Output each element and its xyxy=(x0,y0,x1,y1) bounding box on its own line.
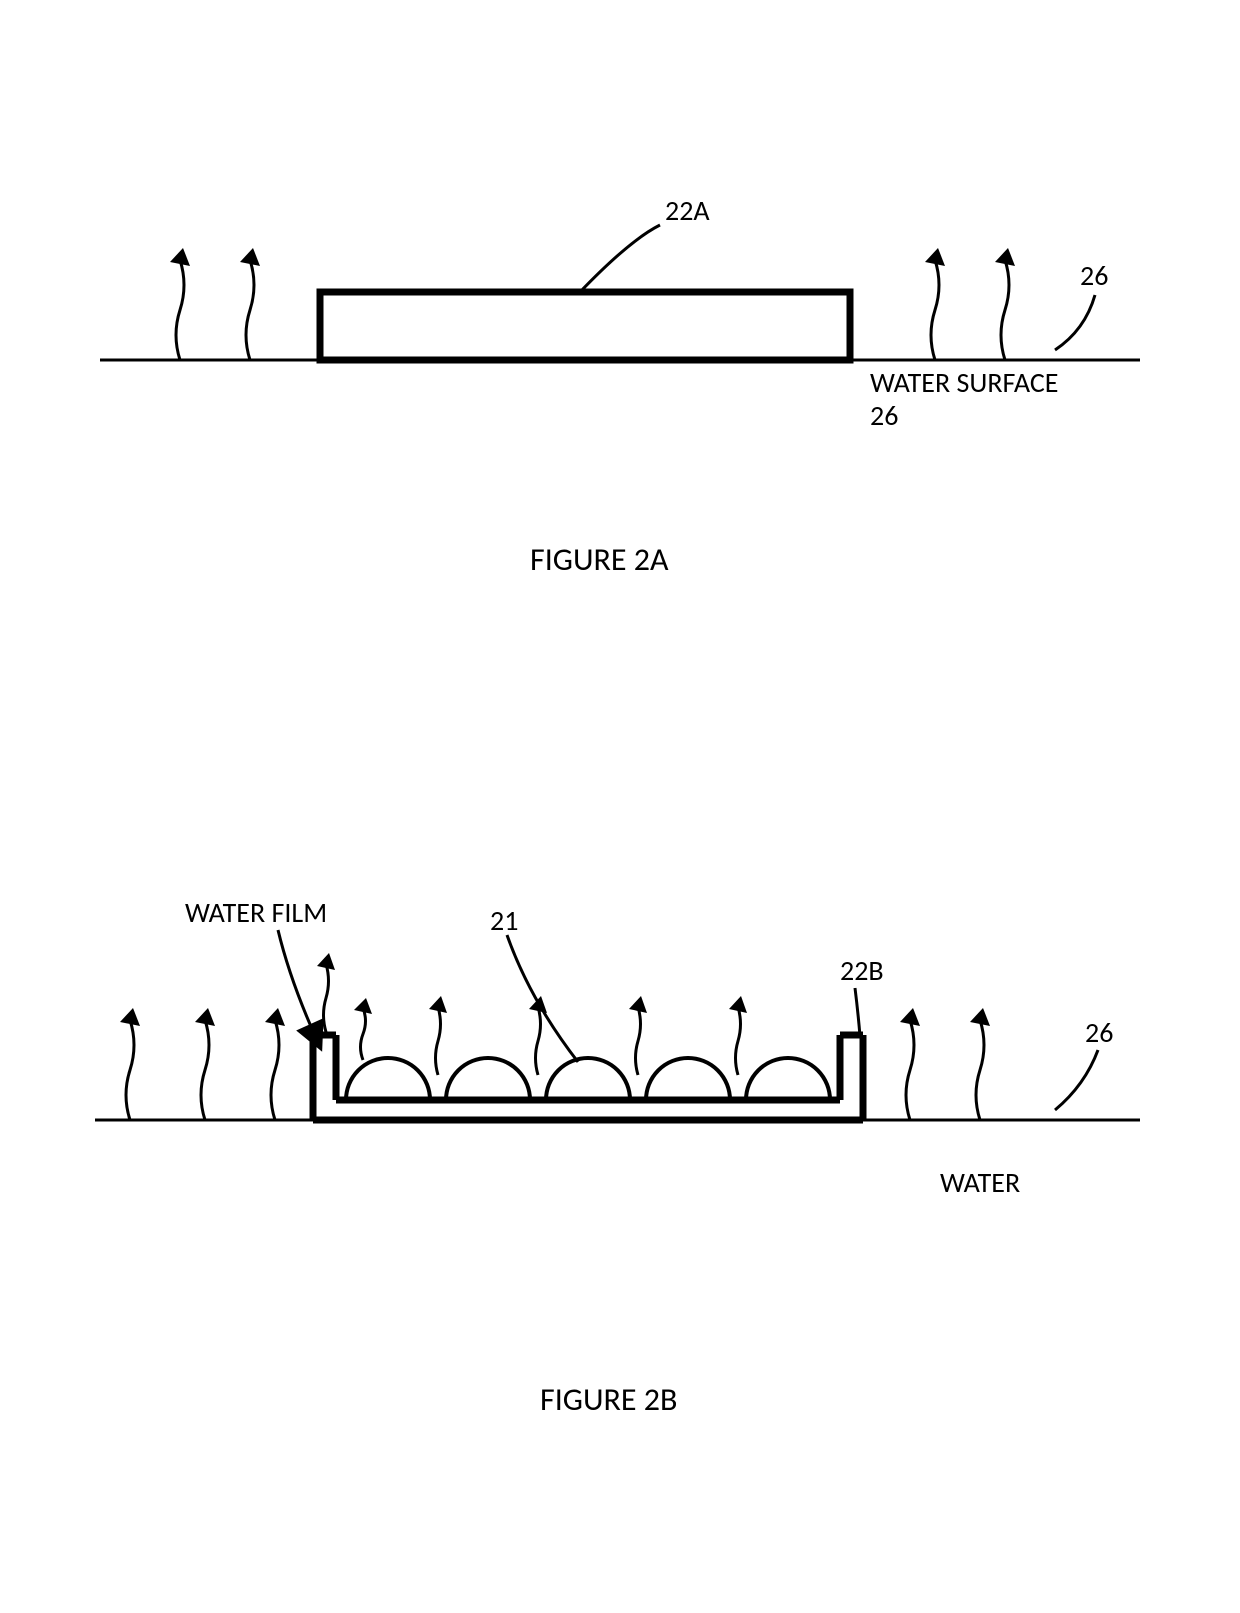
evap-arrow xyxy=(126,1020,134,1120)
evap-arrowhead xyxy=(925,248,945,266)
evap-arrow xyxy=(361,1008,366,1060)
dome xyxy=(546,1058,630,1100)
evap-arrowhead xyxy=(354,998,372,1014)
evap-arrow xyxy=(246,260,254,360)
evap-arrowhead xyxy=(265,1008,285,1026)
label-water-film: WATER FILM xyxy=(185,895,327,930)
figure-2a-caption: FIGURE 2A xyxy=(530,540,669,579)
leader-21 xyxy=(507,935,578,1062)
label-22a: 22A xyxy=(665,193,710,228)
evap-arrow xyxy=(324,964,329,1032)
dome xyxy=(446,1058,530,1100)
evap-arrow-left-of-dome xyxy=(354,998,372,1060)
evap-arrow xyxy=(436,1007,441,1075)
leader-22a xyxy=(580,225,660,292)
leader-26b xyxy=(1055,1050,1098,1110)
label-water-surface: WATER SURFACE xyxy=(870,365,1058,400)
dome xyxy=(746,1058,830,1100)
evap-arrows-between-domes xyxy=(429,996,747,1075)
evap-arrow xyxy=(636,1007,641,1075)
evap-arrowhead xyxy=(729,996,747,1013)
figure-2a-svg: 22A 26 WATER SURFACE 26 FIGURE 2A xyxy=(0,80,1240,680)
evap-arrow xyxy=(176,260,184,360)
evap-arrowhead xyxy=(317,953,335,970)
evap-arrowhead xyxy=(120,1008,140,1026)
figure-2b-caption: FIGURE 2B xyxy=(540,1380,677,1419)
label-21: 21 xyxy=(490,903,518,938)
label-water: WATER xyxy=(940,1165,1020,1200)
evap-arrow xyxy=(931,260,939,360)
dome xyxy=(346,1058,430,1100)
evap-arrowhead xyxy=(429,996,447,1013)
leader-22b xyxy=(855,988,860,1036)
evap-arrowhead xyxy=(240,248,260,266)
figure-2a-container: 22A 26 WATER SURFACE 26 FIGURE 2A xyxy=(0,80,1240,680)
leader-26a xyxy=(1055,295,1095,350)
label-26a: 26 xyxy=(1080,258,1108,293)
evap-arrowhead xyxy=(195,1008,215,1026)
evap-arrow xyxy=(201,1020,209,1120)
evap-arrowhead xyxy=(170,248,190,266)
evap-arrowhead xyxy=(900,1008,920,1026)
evap-arrow xyxy=(1001,260,1009,360)
evap-arrow xyxy=(271,1020,279,1120)
dome xyxy=(646,1058,730,1100)
evap-arrow xyxy=(976,1020,984,1120)
label-26-below: 26 xyxy=(870,398,898,433)
label-26b: 26 xyxy=(1085,1015,1113,1050)
evap-arrows-outer-left-b xyxy=(120,1008,285,1120)
evap-arrowhead xyxy=(629,996,647,1013)
label-22b: 22B xyxy=(840,953,884,988)
evap-arrow-lip-left xyxy=(317,953,335,1032)
evap-arrows-right-a xyxy=(925,248,1015,360)
evap-arrowhead xyxy=(995,248,1015,266)
domes-group xyxy=(346,1058,830,1100)
figure-2b-svg: WATER FILM 21 22B 26 WATER FIGURE 2B xyxy=(0,780,1240,1530)
evap-arrows-outer-right-b xyxy=(900,1008,990,1120)
evap-arrows-left-a xyxy=(170,248,260,360)
evap-arrowhead xyxy=(970,1008,990,1026)
evap-arrow xyxy=(536,1007,541,1075)
evap-arrow xyxy=(906,1020,914,1120)
figure-2b-container: WATER FILM 21 22B 26 WATER FIGURE 2B xyxy=(0,780,1240,1530)
evap-arrow xyxy=(736,1007,741,1075)
plate-22a xyxy=(320,292,850,360)
leader-water-film xyxy=(278,930,316,1038)
